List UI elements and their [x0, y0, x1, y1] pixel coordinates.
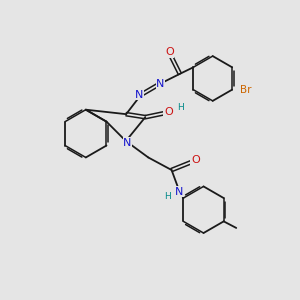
Text: O: O — [165, 47, 174, 57]
Text: N: N — [156, 79, 165, 89]
Text: H: H — [177, 103, 184, 112]
Text: N: N — [135, 90, 144, 100]
Text: N: N — [175, 187, 183, 197]
Text: N: N — [123, 137, 132, 148]
Text: H: H — [164, 192, 171, 201]
Text: Br: Br — [241, 85, 252, 95]
Text: O: O — [191, 155, 200, 165]
Text: O: O — [164, 107, 173, 117]
